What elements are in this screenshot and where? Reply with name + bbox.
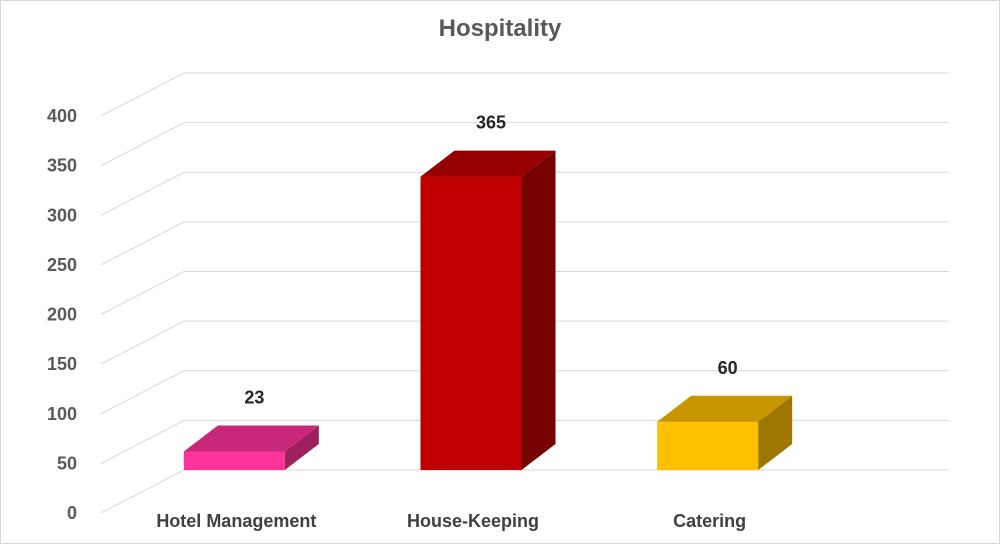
gridlines (100, 72, 949, 514)
bar-catering (657, 395, 793, 470)
data-labels: 23 365 60 (244, 113, 737, 408)
y-tick-label: 50 (57, 453, 77, 473)
gridline (100, 469, 949, 514)
y-tick-label: 300 (47, 205, 77, 225)
y-tick-label: 0 (67, 503, 77, 523)
category-label: Hotel Management (156, 511, 316, 531)
bar-side (521, 150, 556, 470)
bar-group (183, 150, 793, 470)
bar-front (183, 451, 285, 470)
bar-top (657, 395, 793, 422)
y-tick-label: 200 (47, 305, 77, 325)
y-tick-label: 350 (47, 156, 77, 176)
bar-hotel-management (183, 425, 319, 470)
y-tick-label: 100 (47, 404, 77, 424)
category-label: Catering (673, 511, 746, 531)
bar-top (420, 150, 556, 177)
data-label: 60 (718, 358, 738, 378)
bar-house-keeping (420, 150, 556, 470)
gridline (100, 271, 949, 315)
y-tick-label: 250 (47, 255, 77, 275)
bar-side (758, 395, 793, 470)
chart-title: Hospitality (438, 15, 562, 42)
category-labels: Hotel Management House-Keeping Catering (156, 511, 746, 531)
data-label: 23 (244, 388, 264, 408)
gridline (100, 122, 949, 167)
gridline (100, 320, 949, 365)
y-axis-ticks: 0 50 100 150 200 250 300 350 400 (47, 106, 77, 523)
gridline (100, 72, 949, 117)
gridline (100, 221, 949, 266)
bar-top (183, 425, 319, 452)
data-label: 365 (476, 113, 506, 133)
gridline (100, 370, 949, 415)
bar-side (284, 425, 319, 470)
gridline (100, 171, 949, 216)
bar-front (657, 421, 759, 470)
bar-front (420, 176, 522, 470)
y-tick-label: 150 (47, 354, 77, 374)
y-tick-label: 400 (47, 106, 77, 126)
category-label: House-Keeping (407, 511, 539, 531)
